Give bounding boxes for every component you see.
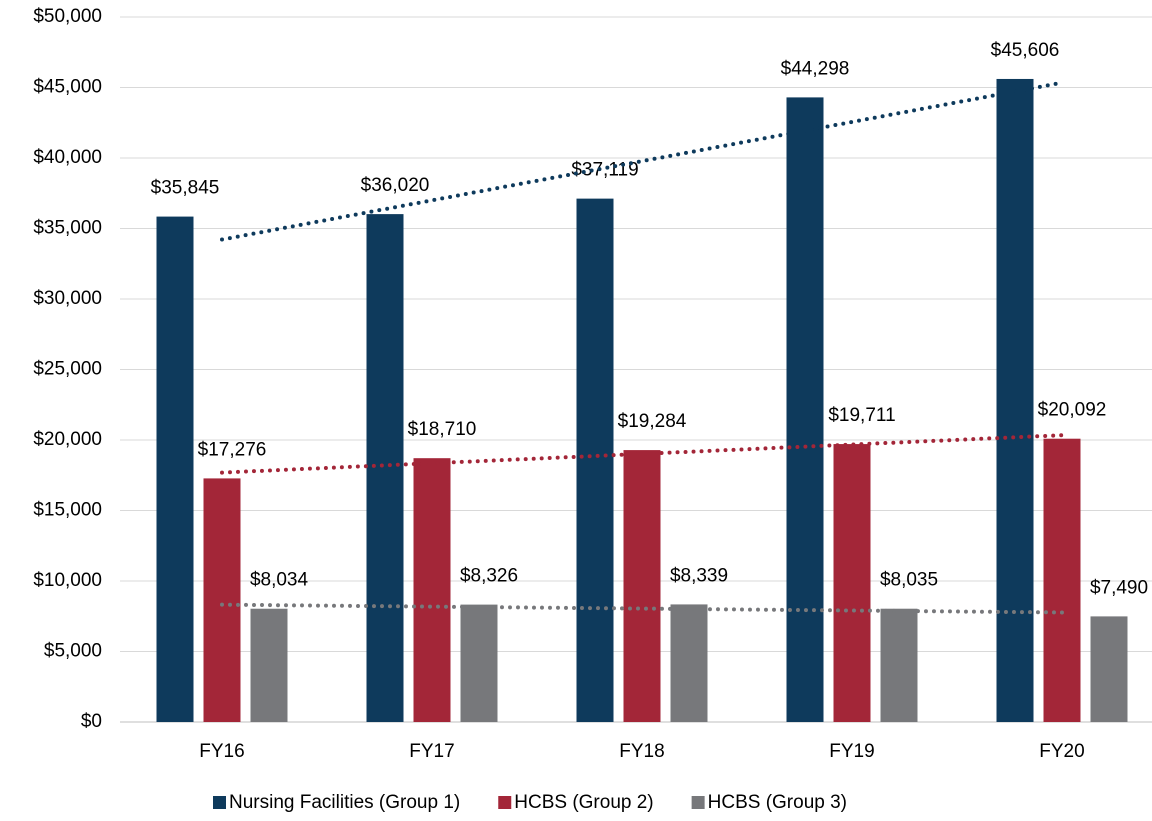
y-tick-label: $50,000 bbox=[33, 6, 102, 27]
bar bbox=[1043, 438, 1081, 722]
legend-swatch bbox=[213, 796, 226, 809]
bar bbox=[996, 78, 1034, 723]
y-tick-label: $30,000 bbox=[33, 288, 102, 309]
y-tick-label: $40,000 bbox=[33, 147, 102, 168]
y-tick-label: $15,000 bbox=[33, 500, 102, 521]
value-label: $35,845 bbox=[151, 178, 220, 199]
bar bbox=[203, 478, 241, 722]
legend-label: HCBS (Group 3) bbox=[708, 792, 847, 813]
value-label: $44,298 bbox=[781, 58, 850, 79]
value-label: $37,119 bbox=[571, 160, 638, 181]
y-tick-label: $20,000 bbox=[33, 429, 102, 450]
bar bbox=[250, 608, 288, 722]
y-tick-label: $5,000 bbox=[44, 641, 102, 662]
value-label: $36,020 bbox=[361, 175, 430, 196]
value-label: $8,326 bbox=[460, 566, 518, 587]
y-tick-label: $45,000 bbox=[33, 77, 102, 98]
y-tick-label: $35,000 bbox=[33, 218, 102, 239]
value-label: $8,034 bbox=[250, 570, 309, 591]
bar bbox=[366, 214, 404, 723]
value-label: $17,276 bbox=[198, 439, 267, 460]
bar bbox=[670, 604, 708, 722]
legend-label: Nursing Facilities (Group 1) bbox=[229, 792, 460, 813]
bar bbox=[786, 97, 824, 723]
bar bbox=[460, 604, 498, 722]
y-tick-label: $25,000 bbox=[33, 359, 102, 380]
bar bbox=[880, 608, 918, 722]
value-label: $18,710 bbox=[408, 419, 477, 440]
value-label: $45,606 bbox=[991, 40, 1060, 61]
x-tick-label: FY18 bbox=[619, 741, 664, 762]
bar bbox=[413, 458, 451, 722]
legend-swatch bbox=[498, 796, 512, 809]
value-label: $19,284 bbox=[618, 411, 687, 432]
value-label: $8,339 bbox=[670, 565, 728, 586]
legend-label: HCBS (Group 2) bbox=[514, 792, 653, 813]
value-label: $20,092 bbox=[1038, 400, 1107, 421]
trendline bbox=[220, 80, 1064, 242]
x-tick-label: FY16 bbox=[199, 741, 244, 762]
y-tick-label: $10,000 bbox=[33, 570, 102, 591]
bar bbox=[576, 198, 614, 723]
bar bbox=[156, 216, 194, 722]
bar bbox=[1090, 616, 1128, 722]
x-tick-label: FY20 bbox=[1039, 741, 1084, 762]
y-tick-label: $0 bbox=[81, 711, 102, 732]
x-tick-label: FY17 bbox=[409, 741, 454, 762]
bar bbox=[833, 444, 871, 722]
value-label: $8,035 bbox=[880, 570, 938, 591]
value-label: $7,490 bbox=[1090, 577, 1148, 598]
value-label: $19,711 bbox=[828, 405, 895, 426]
x-tick-label: FY19 bbox=[829, 741, 874, 762]
legend-swatch bbox=[691, 796, 705, 809]
bar bbox=[623, 450, 661, 722]
